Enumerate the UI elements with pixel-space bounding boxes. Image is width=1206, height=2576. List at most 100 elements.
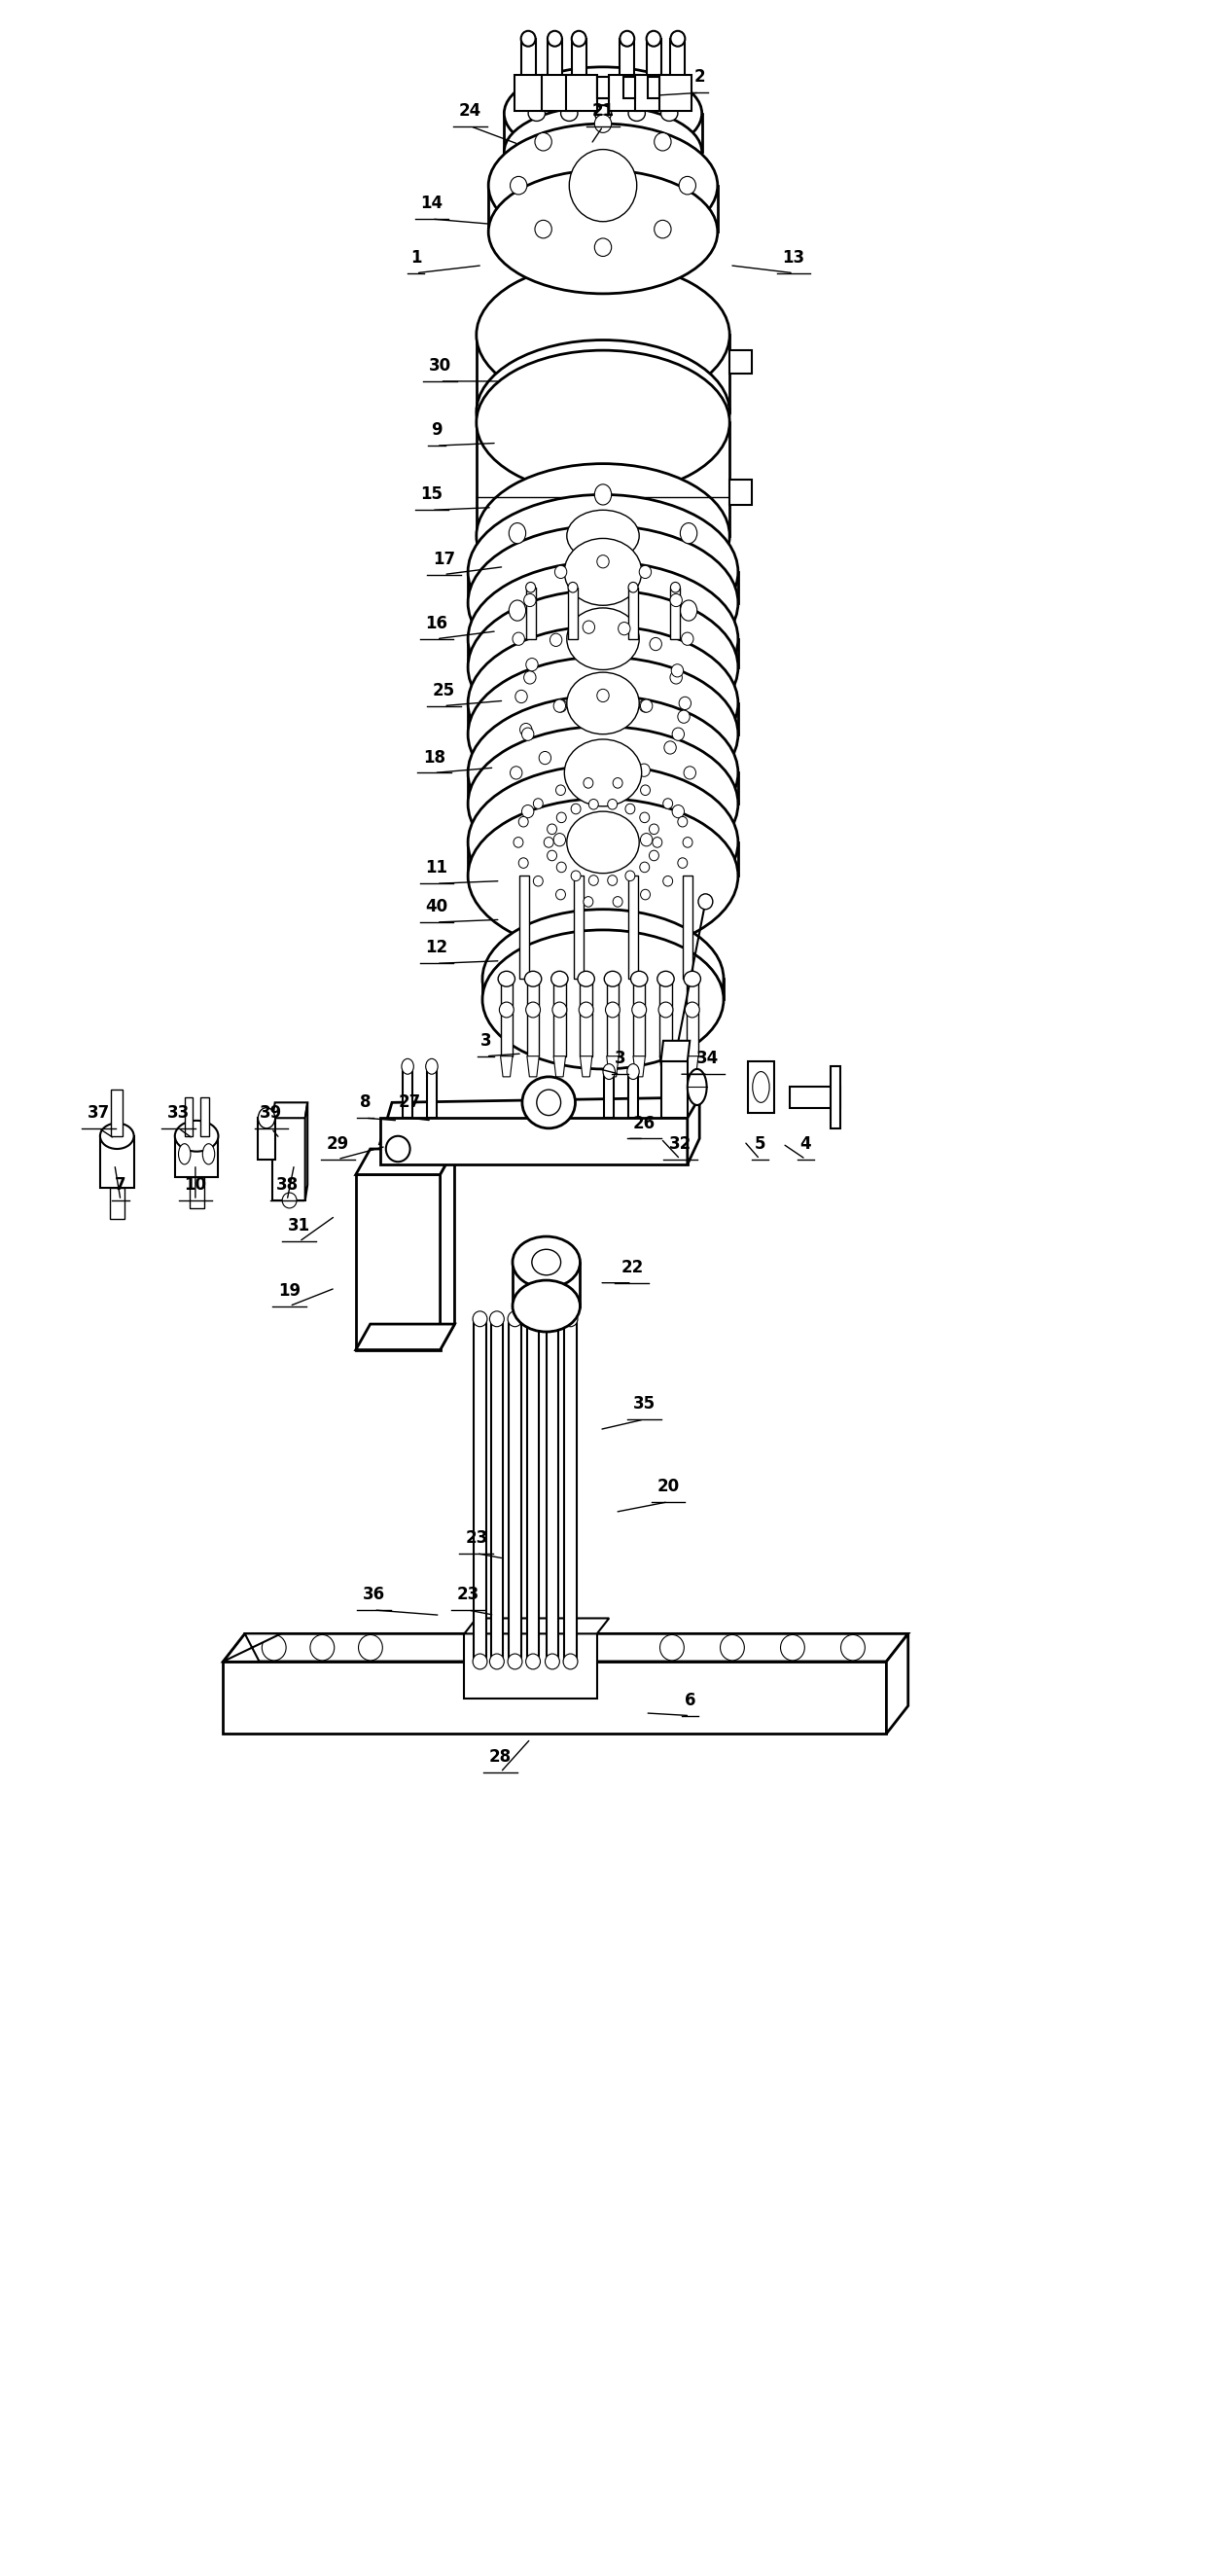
Ellipse shape bbox=[660, 1636, 684, 1662]
Polygon shape bbox=[305, 1103, 308, 1200]
Ellipse shape bbox=[639, 863, 649, 873]
Ellipse shape bbox=[582, 621, 595, 634]
Polygon shape bbox=[527, 1319, 539, 1662]
Text: 27: 27 bbox=[399, 1095, 421, 1110]
Ellipse shape bbox=[640, 701, 652, 714]
Polygon shape bbox=[624, 77, 636, 98]
Text: 23: 23 bbox=[457, 1587, 479, 1602]
Ellipse shape bbox=[402, 1059, 414, 1074]
Polygon shape bbox=[661, 1041, 690, 1061]
Text: 39: 39 bbox=[260, 1105, 282, 1121]
Ellipse shape bbox=[508, 1654, 522, 1669]
Ellipse shape bbox=[473, 1654, 487, 1669]
Polygon shape bbox=[356, 1149, 455, 1175]
Polygon shape bbox=[440, 1149, 455, 1350]
Ellipse shape bbox=[513, 634, 525, 647]
Ellipse shape bbox=[499, 1002, 514, 1018]
Text: 32: 32 bbox=[669, 1136, 691, 1151]
Ellipse shape bbox=[640, 889, 650, 899]
Ellipse shape bbox=[652, 837, 662, 848]
Ellipse shape bbox=[468, 657, 738, 811]
Ellipse shape bbox=[654, 134, 671, 152]
Ellipse shape bbox=[509, 523, 526, 544]
Ellipse shape bbox=[468, 726, 738, 881]
Ellipse shape bbox=[545, 1654, 560, 1669]
Polygon shape bbox=[427, 1066, 437, 1118]
Ellipse shape bbox=[841, 1636, 865, 1662]
Polygon shape bbox=[258, 1118, 275, 1159]
Text: 2: 2 bbox=[693, 70, 706, 85]
Ellipse shape bbox=[482, 909, 724, 1048]
Text: 12: 12 bbox=[426, 940, 447, 956]
Polygon shape bbox=[403, 1066, 412, 1118]
Text: 37: 37 bbox=[88, 1105, 110, 1121]
Polygon shape bbox=[554, 979, 566, 1056]
Text: 14: 14 bbox=[421, 196, 443, 211]
Text: 17: 17 bbox=[433, 551, 455, 567]
Ellipse shape bbox=[556, 889, 566, 899]
Polygon shape bbox=[380, 1097, 699, 1144]
Text: 25: 25 bbox=[433, 683, 455, 698]
Ellipse shape bbox=[672, 665, 684, 677]
Ellipse shape bbox=[175, 1121, 218, 1151]
Text: 36: 36 bbox=[363, 1587, 385, 1602]
Polygon shape bbox=[500, 979, 513, 1056]
Ellipse shape bbox=[627, 1064, 639, 1079]
Ellipse shape bbox=[663, 799, 673, 809]
Polygon shape bbox=[831, 1066, 841, 1128]
Polygon shape bbox=[686, 979, 698, 1056]
Ellipse shape bbox=[258, 1108, 275, 1128]
Polygon shape bbox=[476, 335, 730, 412]
Ellipse shape bbox=[476, 263, 730, 407]
Ellipse shape bbox=[528, 106, 545, 121]
Ellipse shape bbox=[488, 170, 718, 294]
Ellipse shape bbox=[488, 124, 718, 247]
Polygon shape bbox=[671, 587, 680, 639]
Ellipse shape bbox=[608, 799, 617, 809]
Polygon shape bbox=[513, 1262, 580, 1306]
Polygon shape bbox=[646, 39, 661, 90]
Polygon shape bbox=[356, 1324, 455, 1350]
Ellipse shape bbox=[620, 31, 634, 46]
Text: 10: 10 bbox=[185, 1177, 206, 1193]
Ellipse shape bbox=[679, 698, 691, 711]
Polygon shape bbox=[468, 572, 738, 603]
Ellipse shape bbox=[625, 871, 634, 881]
Polygon shape bbox=[546, 1319, 558, 1662]
Text: 3: 3 bbox=[480, 1033, 492, 1048]
Ellipse shape bbox=[522, 806, 534, 819]
Ellipse shape bbox=[557, 863, 567, 873]
Ellipse shape bbox=[100, 1123, 134, 1149]
Polygon shape bbox=[491, 1319, 503, 1662]
Polygon shape bbox=[648, 77, 660, 98]
Ellipse shape bbox=[605, 1002, 620, 1018]
Ellipse shape bbox=[658, 1002, 673, 1018]
Text: 24: 24 bbox=[459, 103, 481, 118]
Polygon shape bbox=[660, 75, 691, 111]
Polygon shape bbox=[488, 185, 718, 232]
Ellipse shape bbox=[661, 106, 678, 121]
Ellipse shape bbox=[597, 711, 609, 724]
Ellipse shape bbox=[522, 729, 534, 742]
Ellipse shape bbox=[482, 930, 724, 1069]
Text: 16: 16 bbox=[426, 616, 447, 631]
Ellipse shape bbox=[640, 786, 650, 796]
Polygon shape bbox=[223, 1633, 908, 1662]
Text: 4: 4 bbox=[800, 1136, 812, 1151]
Ellipse shape bbox=[680, 523, 697, 544]
Ellipse shape bbox=[678, 817, 687, 827]
Text: 8: 8 bbox=[359, 1095, 371, 1110]
Ellipse shape bbox=[639, 811, 649, 822]
Ellipse shape bbox=[563, 1311, 578, 1327]
Text: 1: 1 bbox=[410, 250, 422, 265]
Ellipse shape bbox=[555, 567, 567, 580]
Text: 5: 5 bbox=[754, 1136, 766, 1151]
Ellipse shape bbox=[584, 778, 593, 788]
Ellipse shape bbox=[468, 765, 738, 920]
Text: 7: 7 bbox=[115, 1177, 127, 1193]
Polygon shape bbox=[568, 587, 578, 639]
Polygon shape bbox=[636, 75, 667, 111]
Ellipse shape bbox=[720, 1636, 744, 1662]
Ellipse shape bbox=[535, 219, 552, 237]
Polygon shape bbox=[607, 1056, 619, 1077]
